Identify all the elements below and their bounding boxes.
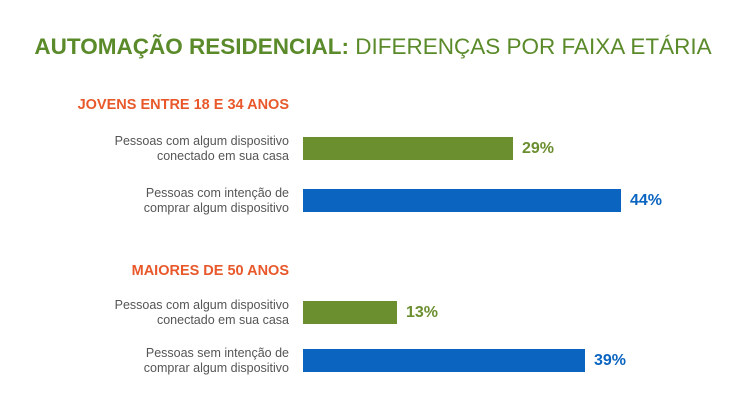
group-title-1: JOVENS ENTRE 18 E 34 ANOS <box>77 97 289 113</box>
bar-label-line: Pessoas com intenção de <box>145 186 289 200</box>
bar-label-1-2: Pessoas com intenção de comprar algum dis… <box>29 186 289 216</box>
bar-1-2 <box>303 189 621 212</box>
bar-label-line: comprar algum dispositivo <box>143 201 289 215</box>
bar-value-label-2-1: 13% <box>406 304 439 321</box>
bar-value-label-2-2: 39% <box>594 352 627 369</box>
bar-label-line: comprar algum dispositivo <box>143 361 289 375</box>
bar-value-label-1-2: 44% <box>630 192 663 209</box>
bar-label-line: conectado em sua casa <box>156 313 289 327</box>
bar-label-line: Pessoas sem intenção de <box>145 346 289 360</box>
bar-label-line: Pessoas com algum dispositivo <box>114 134 289 148</box>
bar-1-1 <box>303 137 513 160</box>
bar-2-2 <box>303 349 585 372</box>
chart-title-rest: DIFERENÇAS POR FAIXA ETÁRIA <box>355 34 712 59</box>
bar-label-line: Pessoas com algum dispositivo <box>114 298 289 312</box>
group-title-2: MAIORES DE 50 ANOS <box>131 263 289 279</box>
bar-label-1-1: Pessoas com algum dispositivo conectado e… <box>29 134 289 164</box>
bar-value-label-1-1: 29% <box>522 140 555 157</box>
bar-label-line: conectado em sua casa <box>156 149 289 163</box>
bar-2-1 <box>303 301 397 324</box>
bar-label-2-1: Pessoas com algum dispositivo conectado e… <box>29 298 289 328</box>
chart-title: AUTOMAÇÃO RESIDENCIAL: DIFERENÇAS POR FA… <box>0 33 746 61</box>
chart-title-bold: AUTOMAÇÃO RESIDENCIAL: <box>34 34 349 59</box>
bar-label-2-2: Pessoas sem intenção de comprar algum dis… <box>29 346 289 376</box>
